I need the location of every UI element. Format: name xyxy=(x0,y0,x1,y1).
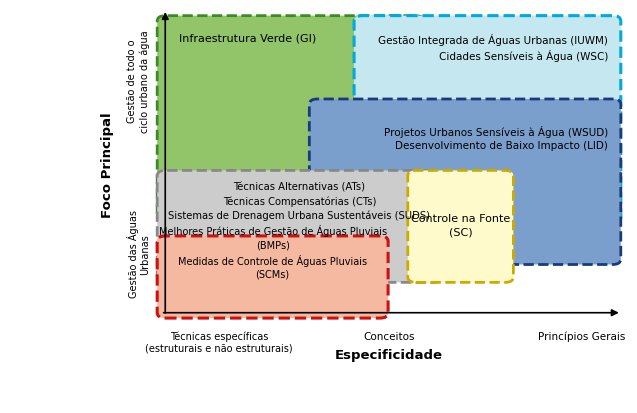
Text: Melhores Práticas de Gestão de Águas Pluviais
(BMPs)
Medidas de Controle de Água: Melhores Práticas de Gestão de Águas Plu… xyxy=(159,225,387,279)
Text: Princípios Gerais: Princípios Gerais xyxy=(538,331,625,341)
FancyBboxPatch shape xyxy=(157,236,388,318)
Text: Gestão Integrada de Águas Urbanas (IUWM)
Cidades Sensíveis à Água (WSC): Gestão Integrada de Águas Urbanas (IUWM)… xyxy=(378,34,608,62)
Text: Técnicas Alternativas (ATs)
Técnicas Compensatórias (CTs)
Sistemas de Drenagem U: Técnicas Alternativas (ATs) Técnicas Com… xyxy=(169,182,431,220)
Text: Infraestrutura Verde (GI): Infraestrutura Verde (GI) xyxy=(178,34,316,44)
Text: Conceitos: Conceitos xyxy=(363,331,415,341)
Text: Gestão de todo o
ciclo urbano da água: Gestão de todo o ciclo urbano da água xyxy=(127,30,150,133)
Text: Especificidade: Especificidade xyxy=(335,349,443,361)
Text: Foco Principal: Foco Principal xyxy=(101,112,113,217)
Text: Projetos Urbanos Sensíveis à Água (WSUD)
Desenvolvimento de Baixo Impacto (LID): Projetos Urbanos Sensíveis à Água (WSUD)… xyxy=(384,126,608,151)
FancyBboxPatch shape xyxy=(310,100,621,265)
Text: Controle na Fonte
(SC): Controle na Fonte (SC) xyxy=(411,214,510,237)
FancyBboxPatch shape xyxy=(157,171,442,282)
FancyBboxPatch shape xyxy=(157,17,424,223)
FancyBboxPatch shape xyxy=(354,17,621,223)
Text: Gestão das Águas
Urbanas: Gestão das Águas Urbanas xyxy=(127,210,150,297)
FancyBboxPatch shape xyxy=(408,171,513,282)
Text: Técnicas específicas
(estruturais e não estruturais): Técnicas específicas (estruturais e não … xyxy=(145,331,293,353)
